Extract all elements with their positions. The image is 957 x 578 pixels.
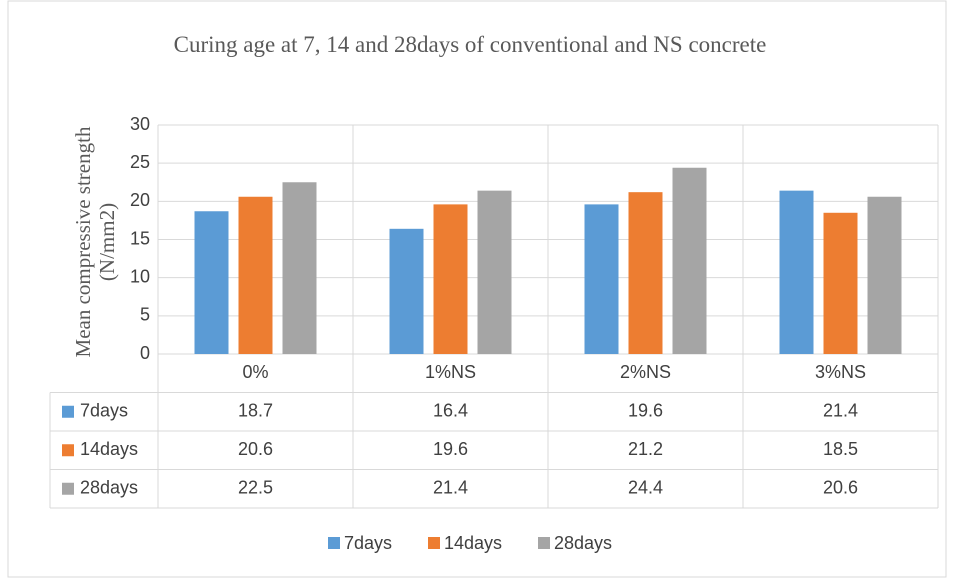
bar	[433, 204, 468, 354]
x-tick-label: 1%NS	[425, 362, 476, 382]
table-value: 19.6	[433, 439, 468, 459]
bar	[867, 196, 902, 354]
bar	[282, 182, 317, 354]
bar	[194, 211, 229, 354]
table-value: 21.2	[628, 439, 663, 459]
chart-title: Curing age at 7, 14 and 28days of conven…	[173, 32, 767, 57]
table-value: 19.6	[628, 401, 663, 421]
legend-label: 14days	[444, 533, 502, 553]
legend-label: 7days	[344, 533, 392, 553]
y-tick-label: 5	[140, 305, 150, 325]
table-series-name: 28days	[80, 478, 138, 498]
legend-label: 28days	[554, 533, 612, 553]
bar	[628, 192, 663, 354]
legend-key	[428, 537, 440, 549]
bar	[823, 212, 858, 354]
table-legend-key	[62, 444, 74, 457]
table-value: 18.5	[823, 439, 858, 459]
bar	[477, 190, 512, 354]
table-value: 22.5	[238, 478, 273, 498]
bar	[389, 228, 424, 354]
y-tick-label: 30	[130, 114, 150, 134]
y-tick-label: 10	[130, 266, 150, 286]
y-tick-label: 20	[130, 190, 150, 210]
table-legend-key	[62, 482, 74, 495]
x-tick-label: 0%	[242, 362, 268, 382]
table-series-name: 7days	[80, 401, 128, 421]
x-tick-label: 3%NS	[815, 362, 866, 382]
bar	[584, 204, 619, 354]
table-value: 21.4	[823, 401, 858, 421]
y-tick-label: 25	[130, 152, 150, 172]
table-value: 18.7	[238, 401, 273, 421]
table-value: 20.6	[823, 478, 858, 498]
bar	[672, 167, 707, 354]
legend-key	[538, 537, 550, 549]
bar	[779, 190, 814, 354]
table-value: 21.4	[433, 478, 468, 498]
table-value: 20.6	[238, 439, 273, 459]
table-value: 16.4	[433, 401, 468, 421]
y-tick-label: 15	[130, 228, 150, 248]
x-tick-label: 2%NS	[620, 362, 671, 382]
y-axis-label: Mean compressive strength (N/mm2)	[71, 126, 119, 358]
bar	[238, 196, 273, 354]
table-legend-key	[62, 405, 74, 418]
chart-border	[7, 0, 947, 578]
legend-key	[328, 537, 340, 549]
table-series-name: 14days	[80, 439, 138, 459]
table-value: 24.4	[628, 478, 663, 498]
y-tick-label: 0	[140, 343, 150, 363]
